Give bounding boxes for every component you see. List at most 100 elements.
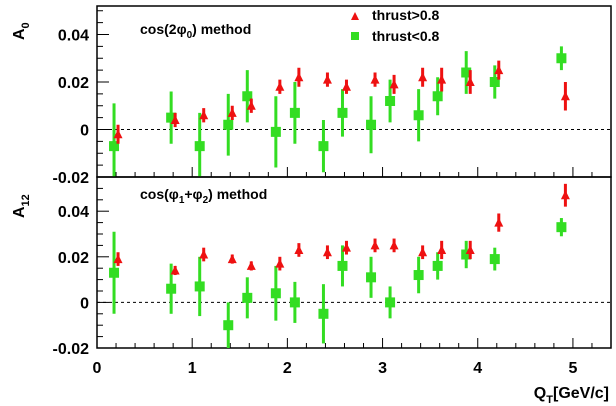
y-tick-label: 0	[80, 123, 89, 140]
data-point-triangle	[341, 242, 351, 252]
data-point-square	[337, 260, 348, 271]
data-point-triangle	[246, 260, 256, 270]
data-point-square	[385, 96, 396, 106]
x-tick-label: 2	[283, 360, 292, 377]
data-point-square	[432, 91, 443, 102]
legend: thrust>0.8 thrust<0.8	[351, 7, 440, 44]
x-tick-label: 5	[568, 360, 577, 377]
data-point-square	[194, 141, 205, 152]
data-point-triangle	[294, 72, 304, 82]
y-axis-label: A0	[11, 22, 32, 40]
y-tick-label: 0.04	[58, 204, 89, 221]
data-point-square	[461, 67, 472, 78]
y-tick-label: 0.02	[58, 75, 89, 92]
panel-title: cos(2φ0) method	[140, 21, 251, 41]
data-point-triangle	[418, 247, 428, 257]
data-point-square	[289, 297, 300, 308]
y-axis-label: A12	[11, 194, 32, 218]
legend-triangle-marker	[351, 12, 359, 20]
data-point-triangle	[465, 77, 475, 86]
data-point-square	[337, 107, 348, 118]
data-points	[109, 183, 570, 348]
x-tick-label: 4	[473, 360, 482, 377]
data-point-square	[432, 260, 443, 271]
data-point-triangle	[199, 110, 209, 120]
data-point-triangle	[437, 74, 447, 84]
data-point-triangle	[246, 100, 256, 110]
data-point-triangle	[199, 249, 209, 259]
x-tick-label: 1	[188, 360, 197, 377]
y-tick-label: -0.02	[53, 341, 90, 358]
data-point-triangle	[227, 107, 237, 117]
data-point-triangle	[494, 65, 504, 75]
data-point-triangle	[465, 244, 475, 254]
data-point-triangle	[170, 265, 180, 275]
y-tick-label: 0.04	[58, 28, 89, 45]
legend-label: thrust>0.8	[372, 7, 440, 23]
data-point-triangle	[370, 240, 380, 250]
panel-title: cos(φ1+φ2) method	[140, 186, 267, 206]
data-point-triangle	[560, 91, 570, 101]
x-tick-label: 0	[93, 360, 102, 377]
data-point-square	[413, 270, 424, 281]
x-tick-label: 3	[378, 360, 387, 377]
data-point-square	[242, 292, 253, 303]
data-point-square	[318, 308, 329, 319]
series-thrust-high	[113, 183, 570, 276]
data-point-square	[366, 272, 377, 283]
data-point-square	[109, 267, 120, 278]
data-point-square	[223, 320, 234, 331]
legend-entry-thrust-high: thrust>0.8	[351, 7, 440, 23]
y-tick-label: 0	[80, 295, 89, 312]
data-point-square	[270, 126, 281, 137]
data-point-square	[489, 254, 500, 265]
data-point-square	[166, 283, 177, 294]
data-point-square	[556, 53, 567, 64]
plot-frame	[96, 176, 612, 349]
data-point-square	[489, 77, 500, 87]
data-point-triangle	[322, 247, 332, 257]
data-point-square	[366, 119, 377, 130]
data-point-square	[194, 281, 205, 292]
data-point-square	[166, 112, 177, 123]
data-point-triangle	[294, 244, 304, 254]
data-points	[109, 46, 570, 177]
legend-label: thrust<0.8	[372, 28, 440, 44]
data-point-square	[461, 249, 472, 260]
y-tick-label: -0.02	[53, 170, 90, 187]
data-point-triangle	[494, 217, 504, 227]
legend-entry-thrust-low: thrust<0.8	[351, 28, 440, 44]
legend-square-marker	[351, 32, 359, 40]
data-point-square	[242, 91, 253, 102]
data-point-triangle	[275, 81, 285, 91]
data-point-triangle	[170, 115, 180, 124]
data-point-square	[556, 222, 567, 233]
data-point-square	[270, 288, 281, 299]
data-point-square	[109, 141, 120, 152]
data-point-triangle	[341, 81, 351, 91]
series-thrust-low	[109, 218, 567, 348]
data-point-triangle	[370, 74, 380, 84]
data-point-triangle	[113, 254, 123, 264]
data-point-triangle	[275, 258, 285, 268]
data-point-square	[289, 107, 300, 118]
data-point-square	[223, 119, 234, 130]
panel-a0: -0.02 0 0.02 0.04 cos(2φ0) method A0 thrust…	[11, 5, 612, 187]
data-point-square	[318, 141, 329, 152]
data-point-triangle	[227, 254, 237, 264]
data-point-square	[385, 297, 396, 308]
data-point-triangle	[389, 240, 399, 250]
data-point-square	[413, 110, 424, 121]
data-point-triangle	[113, 129, 123, 139]
series-thrust-high	[113, 60, 570, 144]
data-point-triangle	[389, 79, 399, 89]
series-thrust-low	[109, 46, 567, 177]
data-point-triangle	[322, 74, 332, 84]
data-point-triangle	[437, 244, 447, 254]
data-point-triangle	[560, 190, 570, 200]
x-axis-label: QT[GeV/c]	[534, 385, 609, 406]
data-point-triangle	[418, 72, 428, 82]
y-axis: -0.02 0 0.02 0.04	[53, 10, 612, 187]
